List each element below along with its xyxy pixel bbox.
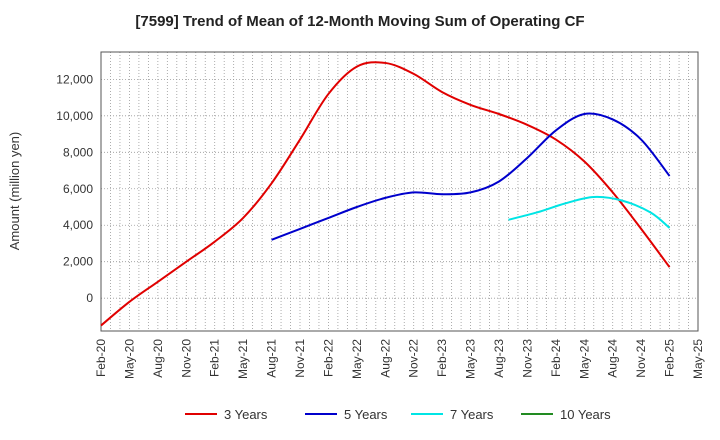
plot-frame [100, 51, 699, 332]
y-axis-label: Amount (million yen) [7, 132, 22, 251]
y-tick-label: 6,000 [63, 182, 93, 196]
legend-label: 5 Years [344, 407, 388, 422]
x-tick-label: Aug-21 [265, 339, 279, 378]
x-tick-label: May-24 [577, 339, 591, 379]
x-tick-label: Feb-23 [435, 339, 449, 377]
series-line-5-years [271, 112, 671, 241]
y-tick-label: 12,000 [56, 72, 93, 86]
x-tick-label: Feb-20 [94, 339, 108, 377]
x-axis-ticks: Feb-20 May-20 Aug-20 Nov-20 Feb-21 May-21 Aug-… [94, 339, 705, 379]
x-tick-label: Aug-20 [151, 339, 165, 378]
x-tick-label: May-20 [122, 339, 136, 379]
y-tick-label: 2,000 [63, 255, 93, 269]
x-tick-label: Nov-22 [407, 339, 421, 378]
x-tick-label: Feb-24 [549, 339, 563, 377]
x-tick-label: Feb-22 [321, 339, 335, 377]
legend-label: 10 Years [560, 407, 611, 422]
series-lines [100, 61, 671, 327]
y-tick-label: 0 [86, 291, 93, 305]
x-tick-label: Nov-20 [179, 339, 193, 378]
plot-area [101, 52, 698, 331]
x-tick-label: Nov-21 [293, 339, 307, 378]
legend-item-10-years: 10 Years [521, 407, 611, 422]
y-tick-label: 4,000 [63, 218, 93, 232]
chart-title: [7599] Trend of Mean of 12-Month Moving … [135, 13, 584, 30]
legend-item-7-years: 7 Years [411, 407, 494, 422]
legend-label: 3 Years [224, 407, 268, 422]
x-tick-label: Aug-22 [378, 339, 392, 378]
x-tick-label: May-22 [350, 339, 364, 379]
grid [101, 52, 698, 331]
y-axis-ticks: 0 2,000 4,000 6,000 8,000 10,000 12,000 [56, 72, 93, 305]
x-tick-label: Nov-24 [634, 339, 648, 378]
x-tick-label: May-25 [691, 339, 705, 379]
x-tick-label: Nov-23 [520, 339, 534, 378]
y-tick-label: 8,000 [63, 145, 93, 159]
y-tick-label: 10,000 [56, 109, 93, 123]
x-tick-label: May-23 [464, 339, 478, 379]
series-line-7-years [508, 195, 671, 229]
x-tick-label: May-21 [236, 339, 250, 379]
x-tick-label: Aug-23 [492, 339, 506, 378]
series-line-3-years [100, 61, 671, 327]
x-tick-label: Feb-25 [663, 339, 677, 377]
legend-item-3-years: 3 Years [185, 407, 268, 422]
legend-item-5-years: 5 Years [305, 407, 388, 422]
legend-label: 7 Years [450, 407, 494, 422]
x-tick-label: Aug-24 [606, 339, 620, 378]
x-tick-label: Feb-21 [208, 339, 222, 377]
legend: 3 Years 5 Years 7 Years 10 Years [185, 407, 611, 422]
